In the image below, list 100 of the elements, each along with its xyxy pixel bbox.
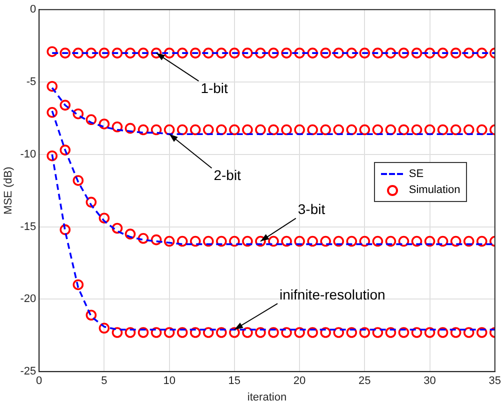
point: [320, 124, 331, 136]
point: [307, 124, 318, 136]
point: [72, 48, 84, 58]
point: [72, 279, 84, 290]
point: [124, 228, 136, 240]
y-tick-label: -25: [20, 366, 36, 378]
point: [320, 327, 331, 338]
point: [359, 327, 370, 338]
point: [476, 48, 488, 58]
point: [124, 48, 136, 58]
point: [46, 46, 58, 57]
point: [229, 327, 240, 338]
point: [281, 327, 292, 338]
point: [98, 212, 110, 224]
point: [281, 48, 292, 58]
point: [424, 124, 436, 136]
point: [255, 327, 266, 338]
point: [424, 236, 436, 247]
point: [268, 48, 279, 58]
point: [164, 327, 175, 338]
point: [372, 236, 384, 247]
point: [385, 48, 396, 58]
point: [346, 327, 358, 338]
point: [202, 124, 214, 136]
point: [98, 48, 110, 58]
legend-label: Simulation: [408, 184, 460, 196]
point: [229, 236, 240, 247]
point: [333, 48, 344, 58]
point: [176, 327, 188, 338]
point: [112, 121, 123, 132]
point: [46, 150, 58, 162]
point: [86, 196, 97, 208]
annotation: inifnite-resolution: [280, 286, 386, 302]
point: [60, 100, 71, 111]
y-tick-label: -10: [20, 148, 36, 160]
point: [346, 236, 358, 247]
point: [307, 48, 318, 58]
point: [150, 327, 162, 338]
point: [138, 327, 149, 338]
point: [164, 236, 175, 247]
point: [202, 236, 214, 247]
annotation: 1-bit: [200, 80, 228, 96]
point: [242, 124, 253, 136]
point: [398, 48, 410, 58]
y-tick-label: -5: [26, 76, 36, 88]
point: [255, 48, 266, 58]
y-tick-label: 0: [30, 4, 36, 16]
point: [424, 48, 436, 58]
point: [450, 48, 462, 58]
point: [60, 48, 71, 58]
point: [294, 327, 305, 338]
point: [46, 80, 58, 92]
point: [60, 224, 71, 236]
point: [424, 327, 436, 338]
point: [437, 327, 448, 338]
point: [98, 118, 110, 130]
point: [372, 48, 384, 58]
point: [202, 327, 214, 338]
point: [463, 327, 474, 338]
x-tick-label: 35: [488, 375, 502, 388]
point: [176, 236, 188, 247]
point: [411, 236, 422, 247]
point: [138, 48, 149, 58]
point: [294, 236, 305, 247]
point: [255, 236, 266, 247]
point: [398, 236, 410, 247]
point: [320, 48, 331, 58]
point: [242, 48, 253, 58]
point: [359, 236, 370, 247]
point: [411, 327, 422, 338]
point: [268, 124, 279, 136]
point: [72, 175, 84, 186]
x-tick-label: 5: [101, 375, 108, 388]
point: [86, 114, 97, 126]
point: [150, 124, 162, 136]
y-axis-title: MSE (dB): [2, 166, 15, 214]
point: [112, 327, 123, 338]
point: [255, 124, 266, 136]
y-tick-label: -15: [20, 220, 36, 233]
point: [359, 48, 370, 58]
point: [216, 327, 227, 338]
point: [242, 236, 253, 247]
x-tick-label: 30: [424, 375, 436, 388]
point: [385, 236, 396, 247]
point: [60, 144, 71, 156]
point: [398, 124, 410, 136]
x-tick-label: 15: [228, 375, 241, 388]
point: [437, 124, 448, 136]
point: [450, 236, 462, 247]
point: [398, 327, 410, 338]
legend-label: SE: [408, 168, 424, 180]
point: [242, 327, 253, 338]
point: [463, 236, 474, 247]
point: [138, 232, 149, 244]
point: [385, 124, 396, 136]
point: [346, 124, 358, 136]
point: [229, 48, 240, 58]
point: [294, 124, 305, 136]
point: [411, 124, 422, 136]
point: [216, 48, 227, 58]
